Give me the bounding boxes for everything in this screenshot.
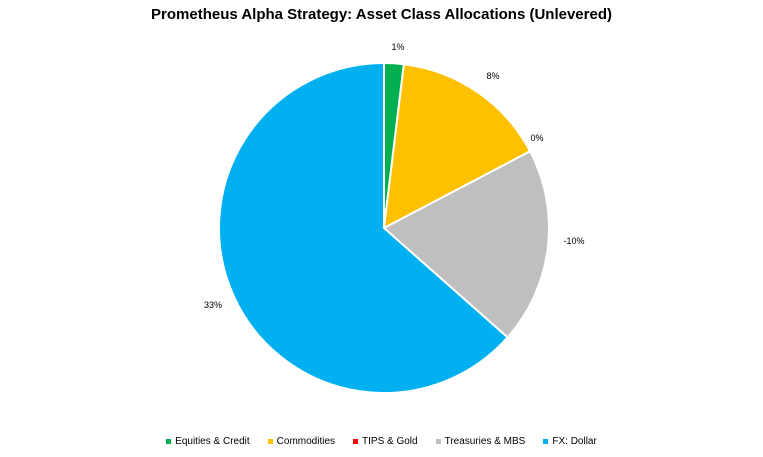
data-label-fx-dollar: 33% — [204, 300, 222, 310]
pie-slice-fx-dollar — [218, 61, 509, 394]
legend-label: FX: Dollar — [552, 436, 597, 447]
pie-slice-treasuries-mbs — [382, 149, 550, 339]
legend-item-treasuries-mbs: Treasuries & MBS — [435, 436, 526, 447]
legend-swatch — [267, 439, 273, 444]
pie-slice-commodities — [382, 63, 532, 230]
data-label-equities-credit: 1% — [391, 42, 404, 52]
legend-label: Equities & Credit — [175, 436, 250, 447]
legend-swatch — [435, 439, 441, 444]
data-label-treasuries-mbs: -10% — [563, 236, 584, 246]
legend-item-commodities: Commodities — [267, 436, 336, 447]
legend-label: TIPS & Gold — [362, 436, 418, 447]
chart-title: Prometheus Alpha Strategy: Asset Class A… — [151, 6, 612, 23]
legend-swatch — [543, 439, 549, 444]
legend-label: Treasuries & MBS — [444, 436, 526, 447]
data-label-commodities: 8% — [486, 71, 499, 81]
legend: Equities & Credit Commodities TIPS & Gold T… — [0, 436, 763, 447]
data-label-tips-gold: 0% — [530, 133, 543, 143]
legend-item-equities-credit: Equities & Credit — [166, 436, 250, 447]
legend-item-tips-gold: TIPS & Gold — [353, 436, 418, 447]
legend-item-fx-dollar: FX: Dollar — [543, 436, 597, 447]
legend-swatch — [166, 439, 172, 444]
legend-swatch — [353, 439, 359, 444]
legend-label: Commodities — [276, 436, 336, 447]
